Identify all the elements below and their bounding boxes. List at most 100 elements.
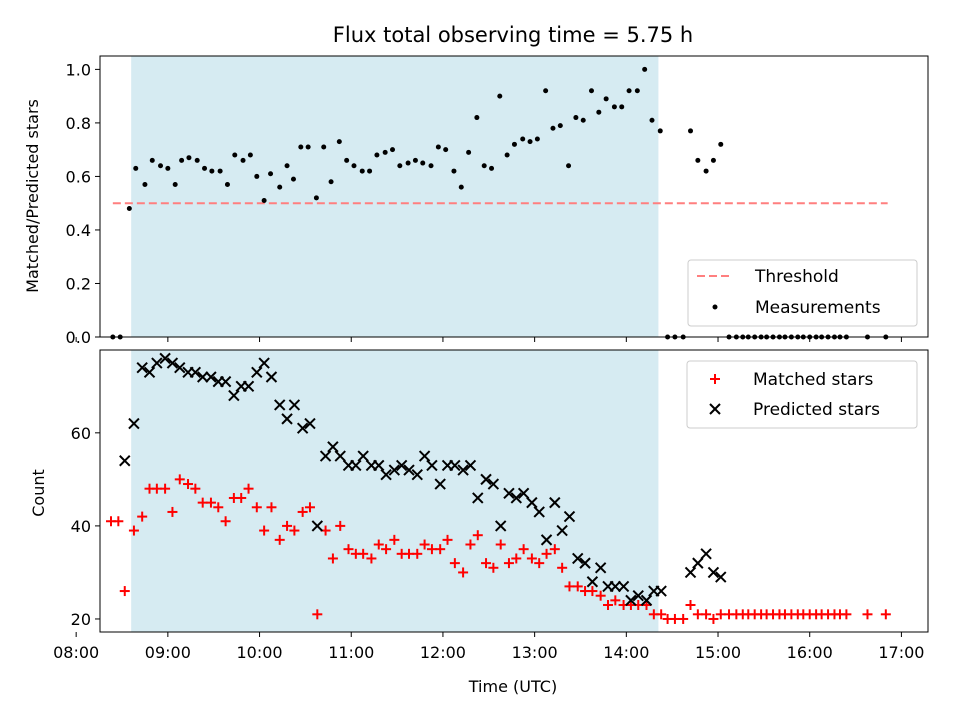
measurement-point <box>710 157 716 163</box>
measurement-point <box>359 168 365 174</box>
predicted-star-point <box>151 357 163 369</box>
top-panel: 0.0 0.2 0.4 0.6 0.8 1.0 Matched/Predicted sta… <box>23 55 929 347</box>
predicted-marker-b <box>334 450 346 462</box>
matched-star-point <box>495 539 506 550</box>
measurement-point <box>443 147 449 153</box>
matched-star-point <box>419 539 430 550</box>
predicted-marker-b <box>166 357 179 369</box>
measurement-point <box>405 160 411 166</box>
predicted-marker-b <box>274 399 286 411</box>
measurement-point <box>504 152 510 158</box>
matched-star-point <box>708 613 719 624</box>
predicted-marker-b <box>526 496 538 509</box>
legend-predicted-marker <box>709 403 721 415</box>
legend-matched-marker <box>710 374 720 384</box>
measurement-point <box>305 144 311 150</box>
bottom-legend-box <box>686 360 918 429</box>
predicted-marker-b <box>319 450 332 462</box>
measurement-point <box>172 181 178 187</box>
predicted-star-point <box>411 469 423 481</box>
bottom-x-tick-label: 16:00 <box>787 643 833 662</box>
matched-star-point <box>243 483 254 494</box>
measurement-point <box>420 160 426 166</box>
matched-star-point <box>412 548 423 559</box>
top-legend: Threshold Measurements <box>687 259 918 327</box>
predicted-star-point <box>503 487 515 500</box>
matched-star-point <box>205 497 216 508</box>
predicted-marker-b <box>143 366 156 379</box>
predicted-marker-b <box>655 585 667 597</box>
x-axis-label: Time (UTC) <box>468 677 557 696</box>
predicted-marker-b <box>594 562 607 574</box>
predicted-star-point <box>174 361 186 374</box>
predicted-marker-b <box>357 450 369 462</box>
matched-star-point <box>137 511 148 522</box>
predicted-star-point <box>655 585 667 597</box>
predicted-star-point <box>715 571 727 583</box>
matched-star-point <box>541 548 552 559</box>
measurement-point <box>165 165 171 171</box>
predicted-marker-b <box>640 594 653 607</box>
predicted-star-point <box>572 552 584 565</box>
matched-star-point <box>472 530 483 541</box>
predicted-star-point <box>311 520 324 532</box>
predicted-marker-b <box>709 403 721 415</box>
measurement-point <box>374 152 380 158</box>
legend-predicted-label: Predicted stars <box>753 400 880 420</box>
measurement-point <box>451 168 457 174</box>
predicted-star-point <box>684 566 697 579</box>
predicted-star-point <box>136 361 148 374</box>
matched-star-point <box>534 558 545 569</box>
measurement-point <box>626 88 632 94</box>
matched-star-point <box>526 553 537 564</box>
matched-star-point <box>190 483 201 494</box>
predicted-marker-b <box>205 371 217 383</box>
predicted-star-point <box>334 450 346 462</box>
matched-star-point <box>678 613 689 624</box>
predicted-star-point <box>304 417 316 430</box>
measurement-point <box>718 141 724 147</box>
matched-star-point <box>610 595 621 606</box>
matched-star-point <box>119 586 130 597</box>
matched-star-point <box>587 586 598 597</box>
matched-star-point <box>389 534 400 545</box>
top-y-tick-label: 0.0 <box>66 328 91 347</box>
measurement-point <box>179 157 185 163</box>
measurement-point <box>543 88 549 94</box>
matched-star-point <box>113 516 124 527</box>
predicted-marker-b <box>563 510 576 523</box>
measurement-point <box>580 117 586 123</box>
predicted-star-point <box>540 534 553 546</box>
matched-star-point <box>465 539 476 550</box>
predicted-star-point <box>579 557 591 569</box>
matched-star-point <box>366 553 377 564</box>
predicted-marker-b <box>533 506 545 518</box>
bottom-x-tick-label: 09:00 <box>145 643 191 662</box>
bottom-x-tick-label: 11:00 <box>328 643 374 662</box>
predicted-star-point <box>556 524 568 537</box>
matched-star-point <box>701 609 712 620</box>
predicted-star-point <box>274 399 286 411</box>
predicted-star-point <box>357 450 369 462</box>
measurement-point <box>133 165 139 171</box>
predicted-star-point <box>373 459 385 472</box>
matched-star-point <box>251 502 262 513</box>
predicted-star-point <box>457 464 469 476</box>
matched-star-point <box>160 483 171 494</box>
predicted-star-point <box>159 352 171 365</box>
predicted-marker-b <box>540 534 553 546</box>
measurement-point <box>321 144 327 150</box>
measurement-point <box>194 157 200 163</box>
predicted-marker-b <box>464 459 477 472</box>
matched-star-point <box>327 553 338 564</box>
predicted-marker-b <box>174 361 186 374</box>
predicted-star-point <box>296 422 309 434</box>
predicted-star-point <box>563 510 576 523</box>
predicted-star-point <box>380 469 392 481</box>
measurement-point <box>344 157 350 163</box>
bottom-x-tick-label: 13:00 <box>512 643 558 662</box>
predicted-marker-b <box>242 380 255 393</box>
measurement-point <box>596 109 602 115</box>
matched-stars-points <box>106 474 891 624</box>
predicted-star-point <box>251 366 263 379</box>
